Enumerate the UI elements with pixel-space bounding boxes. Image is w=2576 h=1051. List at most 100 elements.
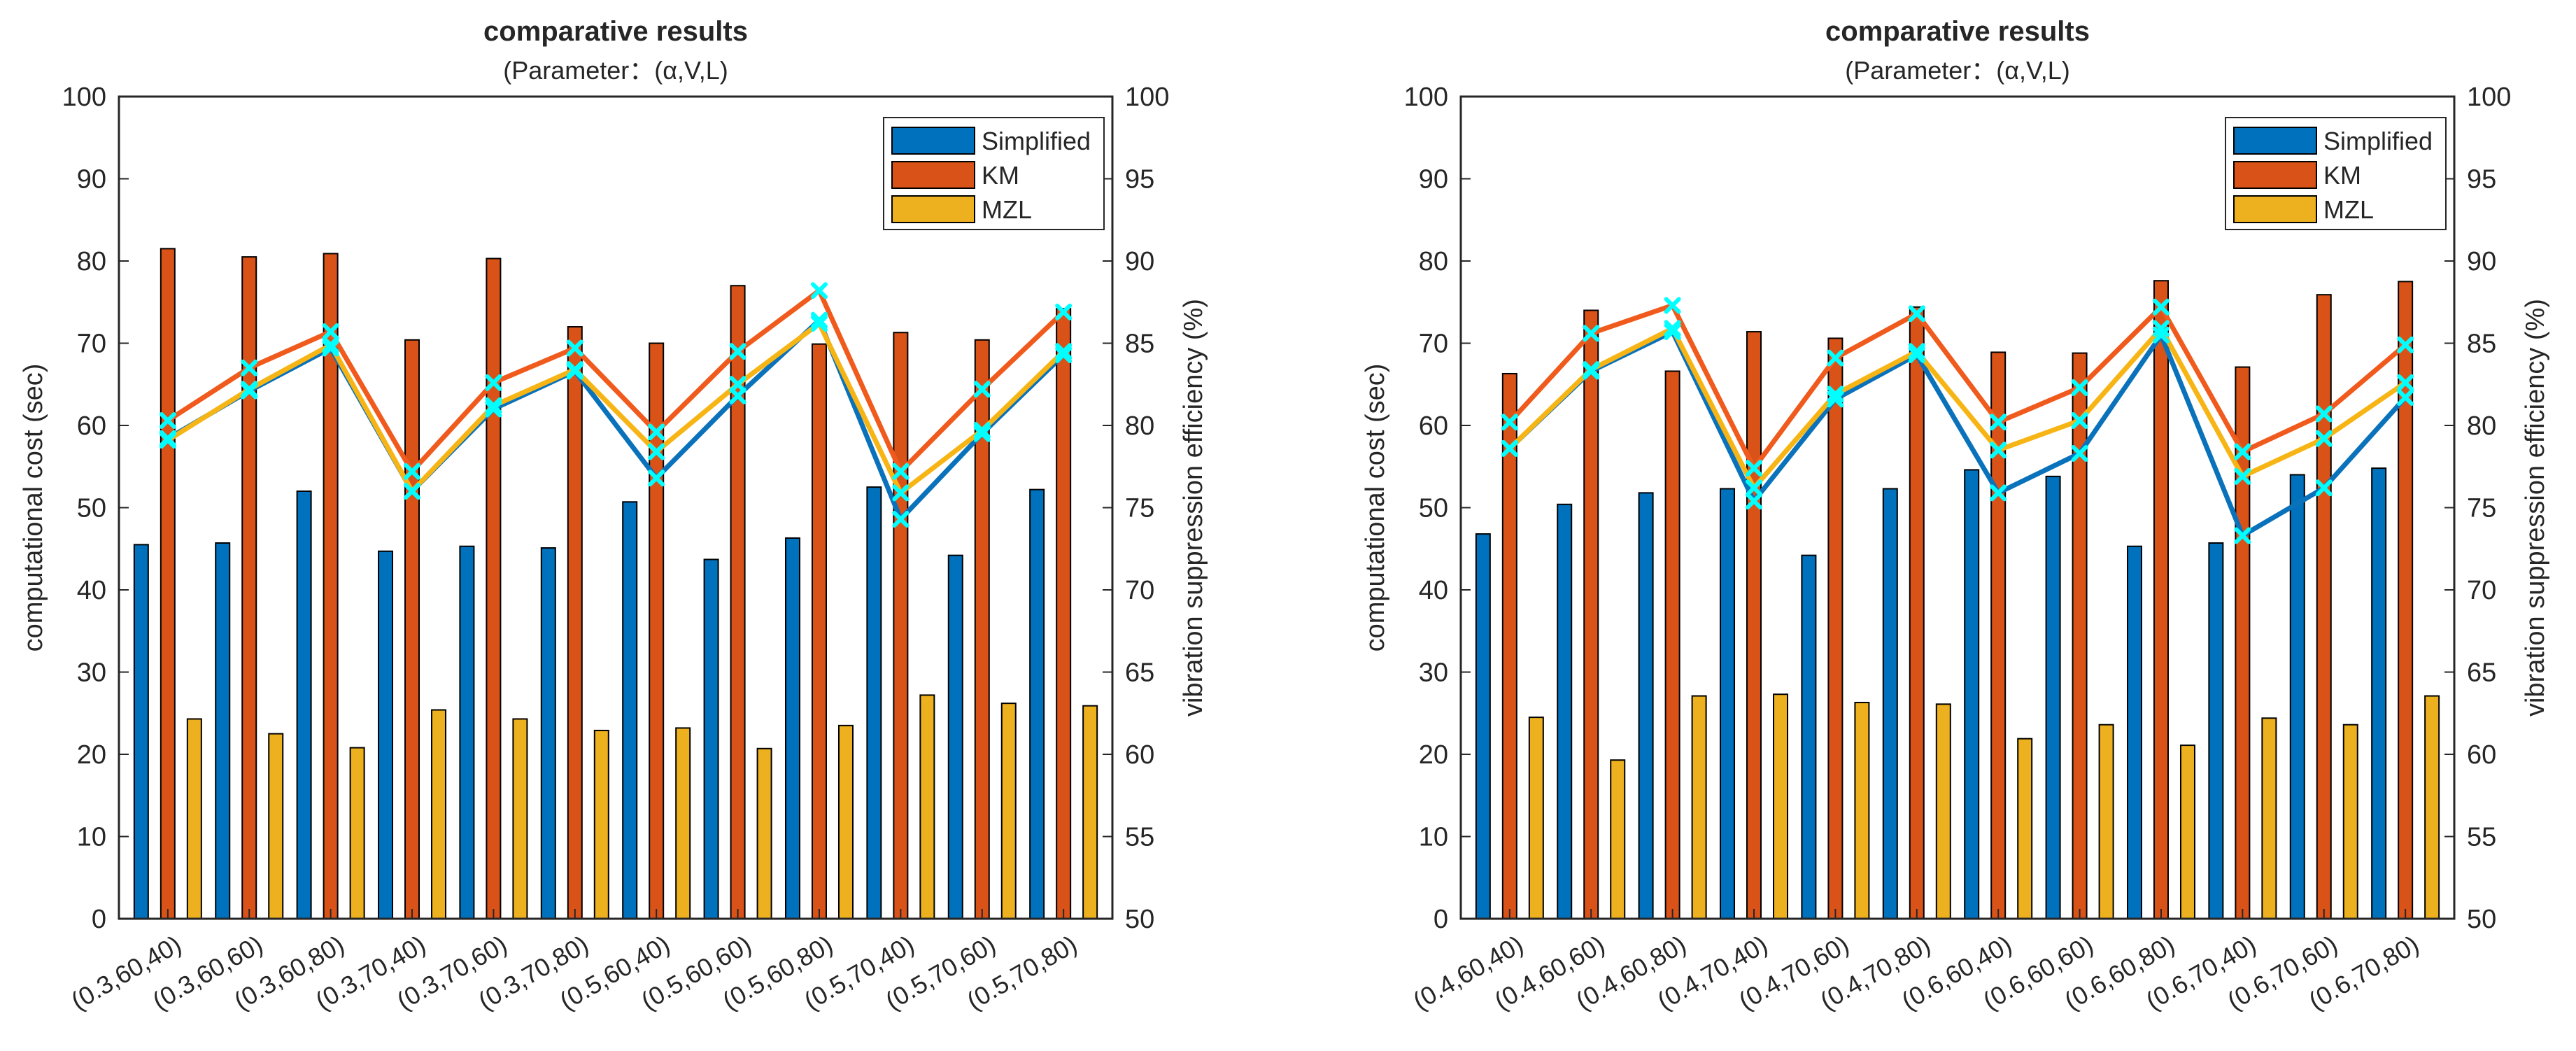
bar-simplified-0: [133, 544, 149, 919]
marker-mzl-7: [2071, 411, 2088, 429]
y-tick-label: 70: [77, 330, 106, 359]
y-right-tick-label: 65: [2467, 658, 2496, 688]
y-right-tick-label: 55: [1125, 823, 1154, 852]
y-right-tick-label: 100: [2467, 83, 2511, 112]
legend-swatch-simplified: [891, 127, 975, 155]
marker-km-6: [648, 423, 665, 441]
marker-simplified-4: [1827, 390, 1844, 408]
marker-km-10: [973, 381, 991, 398]
bar-simplified-4: [459, 545, 475, 919]
bar-simplified-4: [1801, 554, 1817, 919]
bar-simplified-7: [703, 558, 719, 919]
legend-swatch-km: [891, 161, 975, 189]
bar-mzl-10: [1000, 703, 1017, 920]
y-tick-label: 50: [77, 494, 106, 523]
bar-simplified-5: [540, 547, 556, 919]
marker-mzl-3: [404, 483, 421, 500]
marker-mzl-3: [1746, 479, 1763, 497]
y-right-tick-label: 90: [2467, 247, 2496, 276]
line-simplified: [167, 318, 1066, 522]
bar-mzl-3: [431, 709, 447, 919]
bar-simplified-8: [784, 537, 800, 919]
legend-swatch-mzl: [891, 195, 975, 223]
bar-km-8: [811, 343, 827, 919]
marker-simplified-2: [1664, 323, 1681, 341]
bar-mzl-11: [1082, 705, 1098, 919]
y-right-tick-label: 70: [1125, 576, 1154, 605]
chart-right: comparative results (Parameter：(α,V,L) 0 10…: [1361, 16, 2550, 1015]
y-right-tick-label: 60: [1125, 740, 1154, 770]
y-tick-label: 60: [77, 411, 106, 441]
bar-simplified-1: [1557, 503, 1573, 919]
bar-km-5: [567, 326, 583, 919]
bar-km-1: [1583, 309, 1599, 919]
marker-simplified-4: [485, 400, 502, 418]
marker-km-3: [404, 463, 421, 480]
y-right-tick-label: 95: [2467, 165, 2496, 195]
y-right-tick-label: 75: [1125, 494, 1154, 523]
marker-simplified-8: [810, 311, 828, 329]
marker-km-7: [729, 343, 746, 360]
marker-mzl-9: [2234, 467, 2251, 485]
bar-simplified-1: [215, 542, 231, 919]
bar-mzl-5: [1935, 703, 1951, 919]
legend-swatch-simplified: [2233, 127, 2317, 155]
y-tick-label: 30: [77, 658, 106, 688]
marker-mzl-11: [2397, 374, 2414, 391]
bar-simplified-9: [2208, 542, 2224, 919]
marker-km-10: [2315, 405, 2333, 423]
y-right-tick-label: 50: [1125, 905, 1154, 934]
marker-mzl-10: [2315, 430, 2333, 447]
y-right-tick-label: 90: [1125, 247, 1154, 276]
y-tick-label: 90: [77, 165, 106, 195]
legend-swatch-km: [2233, 161, 2317, 189]
bar-simplified-8: [2126, 545, 2142, 919]
bar-km-7: [2072, 352, 2088, 920]
marker-mzl-6: [1990, 442, 2007, 459]
marker-mzl-6: [648, 443, 665, 460]
bar-km-5: [1909, 306, 1925, 919]
bar-mzl-6: [675, 727, 691, 920]
marker-simplified-7: [2071, 444, 2088, 462]
marker-mzl-4: [485, 397, 502, 414]
bar-km-4: [486, 258, 502, 920]
axes-frame: [1459, 95, 2456, 920]
marker-mzl-5: [566, 361, 583, 379]
marker-mzl-1: [1583, 361, 1600, 379]
y-right-axis-label: vibration suppression efficiency (%): [2521, 299, 2550, 717]
marker-mzl-4: [1827, 386, 1844, 403]
bar-simplified-6: [622, 501, 638, 919]
marker-mzl-11: [1055, 343, 1073, 360]
axes-frame: [118, 95, 1114, 920]
marker-km-1: [241, 359, 258, 376]
legend-label-km: KM: [2323, 161, 2361, 190]
bar-simplified-6: [1964, 469, 1980, 919]
chart-title: comparative results: [483, 16, 748, 47]
legend-label-simplified: Simplified: [2323, 127, 2433, 155]
bar-mzl-8: [2179, 745, 2195, 919]
marker-km-0: [159, 411, 176, 429]
marker-simplified-10: [973, 425, 991, 442]
plot-area: [119, 97, 1112, 919]
marker-simplified-3: [1746, 493, 1763, 510]
bar-simplified-3: [1720, 488, 1736, 919]
y-right-tick-label: 60: [2467, 740, 2496, 770]
y-tick-label: 10: [77, 823, 106, 852]
marker-mzl-5: [1908, 343, 1925, 360]
marker-simplified-7: [729, 387, 746, 404]
legend-swatch-mzl: [2233, 195, 2317, 223]
marker-mzl-8: [2152, 320, 2170, 337]
line-mzl: [1508, 325, 2407, 491]
y-right-tick-label: 85: [2467, 330, 2496, 359]
line-simplified: [1508, 329, 2407, 538]
bar-mzl-2: [1691, 695, 1707, 919]
bar-mzl-5: [593, 729, 609, 920]
legend: Simplified KM MZL: [883, 117, 1105, 230]
y-axis-label: computational cost (sec): [1361, 364, 1390, 652]
marker-mzl-9: [892, 484, 910, 502]
marker-km-3: [1746, 460, 1763, 477]
marker-mzl-10: [973, 422, 991, 439]
y-right-tick-label: 75: [2467, 494, 2496, 523]
y-tick-label: 20: [77, 740, 106, 770]
